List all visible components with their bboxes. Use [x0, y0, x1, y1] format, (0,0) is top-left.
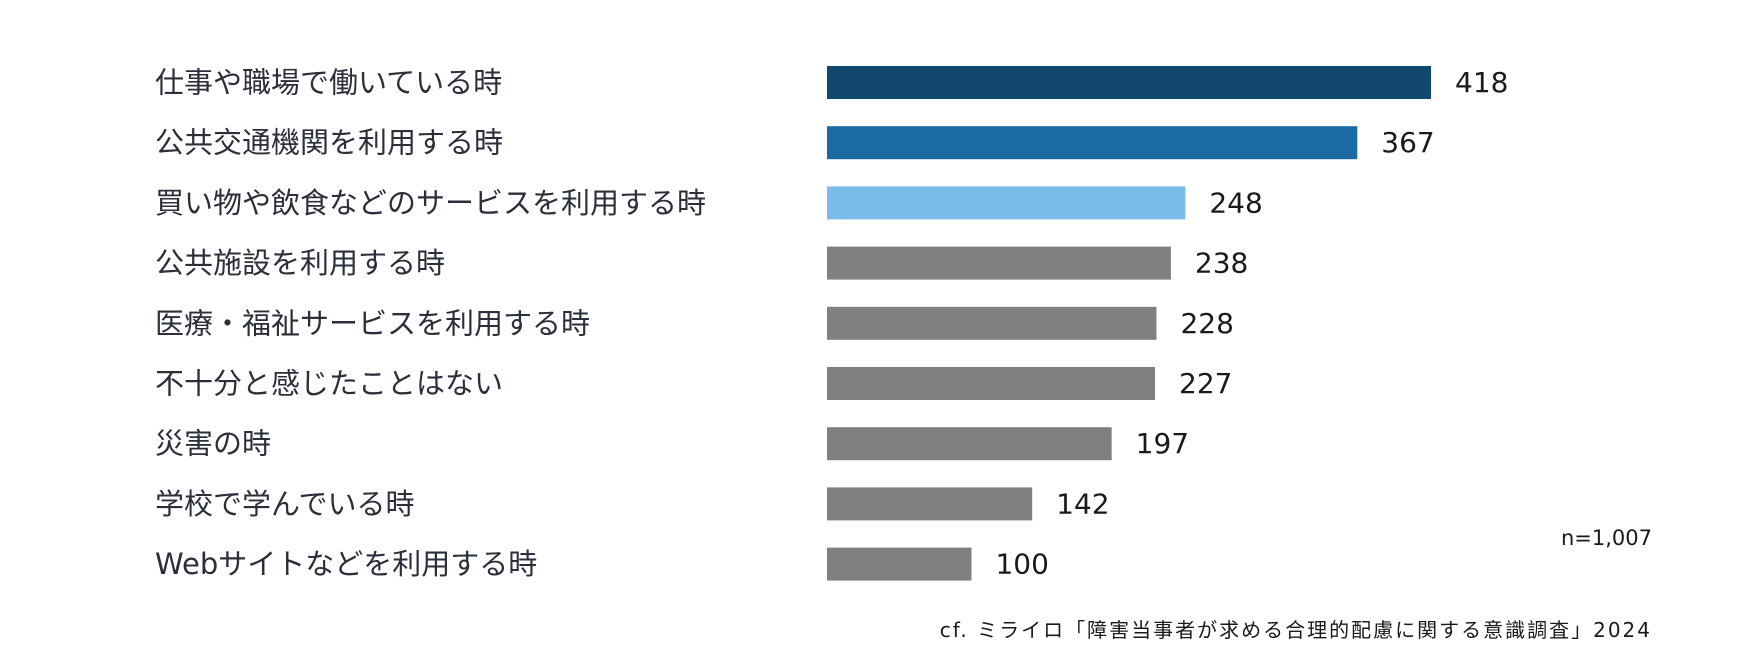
value-label: 238	[1195, 247, 1248, 280]
category-label: 公共施設を利用する時	[155, 246, 445, 280]
bar	[827, 427, 1112, 461]
value-label: 228	[1180, 307, 1233, 340]
bar	[827, 547, 972, 581]
category-label: 仕事や職場で働いている時	[155, 66, 502, 100]
bar	[827, 66, 1431, 99]
category-label: 買い物や飲食などのサービスを利用する時	[155, 186, 706, 220]
value-label: 197	[1136, 427, 1189, 460]
value-label: 227	[1179, 367, 1232, 400]
category-label: 災害の時	[155, 427, 271, 461]
category-label: 医療・福祉サービスを利用する時	[155, 306, 590, 340]
value-label: 100	[995, 548, 1048, 581]
bar	[827, 487, 1033, 521]
bar	[827, 186, 1186, 220]
category-label: 不十分と感じたことはない	[155, 367, 503, 401]
category-label: Webサイトなどを利用する時	[155, 547, 537, 581]
bar	[827, 246, 1171, 280]
value-label: 367	[1381, 126, 1434, 159]
source-citation: cf. ミライロ「障害当事者が求める合理的配慮に関する意識調査」2024	[940, 618, 1652, 642]
value-label: 142	[1056, 487, 1109, 520]
category-label: 公共交通機関を利用する時	[155, 126, 503, 160]
category-label: 学校で学んでいる時	[155, 487, 415, 521]
bar	[827, 306, 1157, 340]
value-label: 248	[1209, 186, 1262, 219]
value-label: 418	[1455, 66, 1508, 99]
bar	[827, 367, 1156, 400]
bar	[827, 126, 1358, 160]
sample-size-note: n=1,007	[1561, 526, 1652, 550]
category-labels: 仕事や職場で働いている時公共交通機関を利用する時買い物や飲食などのサービスを利用…	[155, 66, 706, 582]
bars	[827, 66, 1431, 581]
